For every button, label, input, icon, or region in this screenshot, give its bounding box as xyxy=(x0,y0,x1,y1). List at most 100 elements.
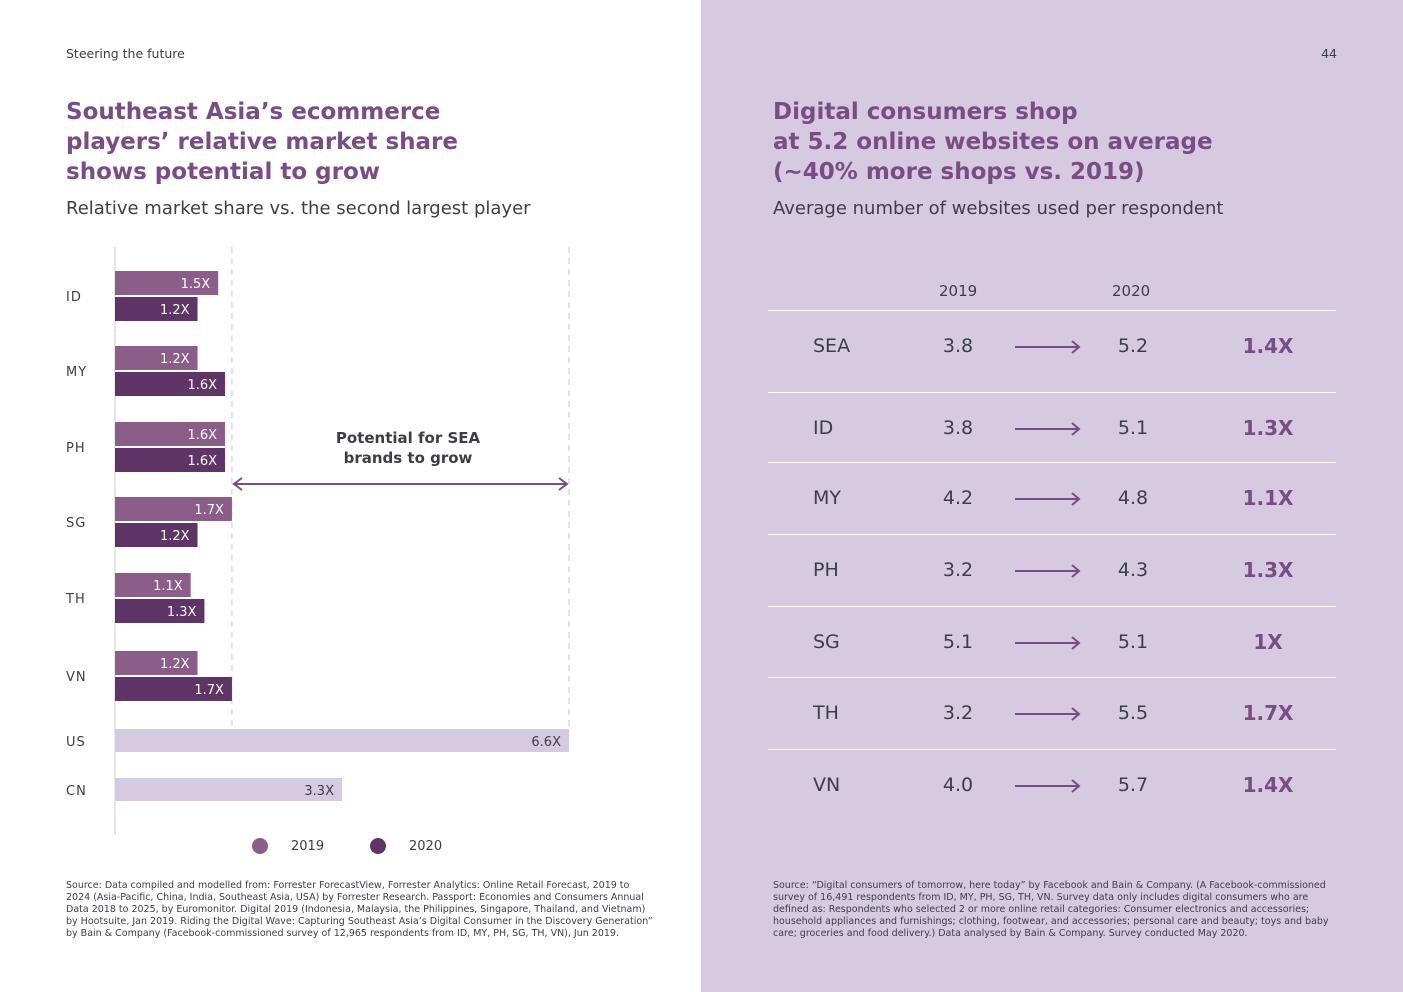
region-cell: PH xyxy=(813,559,839,581)
growth-cell: 1.3X xyxy=(1242,416,1294,440)
category-label-th: TH xyxy=(65,592,86,607)
left-page: Steering the future Southeast Asia’s eco… xyxy=(0,0,701,992)
arrow-right-icon xyxy=(1015,311,1083,382)
chart-bars: ID 1.5X 1.2X MY 1.2X 1.6X PH 1.6X 1.6X SG 1.7X 1.2X… xyxy=(65,271,569,801)
growth-arrow-head-right xyxy=(558,477,569,491)
bar-label-ph-2020: 1.6X xyxy=(187,454,217,469)
bar-id-2020 xyxy=(115,297,198,321)
bar-label-sg-2020: 1.2X xyxy=(160,529,190,544)
bar-cn xyxy=(115,778,342,801)
bar-label-my-2019: 1.2X xyxy=(160,352,190,367)
growth-cell: 1.1X xyxy=(1242,486,1294,510)
bar-label-sg-2019: 1.7X xyxy=(194,503,224,518)
value-2019-cell: 3.2 xyxy=(942,559,974,581)
region-cell: SG xyxy=(813,631,840,653)
region-cell: MY xyxy=(813,487,841,509)
value-2019-cell: 3.2 xyxy=(942,702,974,724)
page-number: 44 xyxy=(1321,46,1337,61)
left-subtitle: Relative market share vs. the second lar… xyxy=(66,198,531,219)
arrow-right-icon xyxy=(1015,607,1083,678)
category-label-ph: PH xyxy=(66,441,86,456)
bar-label-th-2020: 1.3X xyxy=(167,605,197,620)
left-source-note: Source: Data compiled and modelled from:… xyxy=(66,880,653,939)
bar-id-2019 xyxy=(115,271,219,295)
left-title: Southeast Asia’s ecommerce players’ rela… xyxy=(66,99,458,185)
right-title: Digital consumers shop at 5.2 online web… xyxy=(773,99,1213,185)
arrow-right-icon xyxy=(1015,678,1083,749)
right-source-note: Source: “Digital consumers of tomorrow, … xyxy=(773,880,1329,939)
category-label-id: ID xyxy=(66,290,82,305)
value-2020-cell: 5.1 xyxy=(1117,417,1149,439)
bar-us xyxy=(115,729,569,752)
value-2019-cell: 4.0 xyxy=(942,774,974,796)
growth-cell: 1.4X xyxy=(1242,334,1294,358)
value-2019-cell: 5.1 xyxy=(942,631,974,653)
running-title: Steering the future xyxy=(66,46,185,61)
table-row: PH 3.2 4.3 1.3X xyxy=(768,534,1336,606)
growth-arrow-head-left xyxy=(232,477,243,491)
chart-annotation: Potential for SEA brands to grow xyxy=(336,429,481,467)
bar-th-2020 xyxy=(115,599,205,623)
category-label-my: MY xyxy=(66,365,87,380)
category-label-vn: VN xyxy=(66,670,87,685)
bar-label-id-2020: 1.2X xyxy=(160,303,190,318)
value-2019-cell: 3.8 xyxy=(942,335,974,357)
bar-vn-2020 xyxy=(115,677,232,701)
bar-label-cn: 3.3X xyxy=(304,784,334,799)
growth-cell: 1.7X xyxy=(1242,701,1294,725)
bar-ph-2020 xyxy=(115,448,226,472)
table-row: TH 3.2 5.5 1.7X xyxy=(768,677,1336,749)
value-2020-cell: 5.5 xyxy=(1117,702,1149,724)
value-2019-cell: 3.8 xyxy=(942,417,974,439)
bar-label-vn-2019: 1.2X xyxy=(160,657,190,672)
bar-label-vn-2020: 1.7X xyxy=(194,683,224,698)
table-header-2019: 2019 xyxy=(939,282,978,300)
table-row: MY 4.2 4.8 1.1X xyxy=(768,462,1336,534)
bar-th-2019 xyxy=(115,573,191,597)
bar-label-th-2019: 1.1X xyxy=(153,579,183,594)
arrow-right-icon xyxy=(1015,750,1083,821)
bar-sg-2020 xyxy=(115,523,198,547)
region-cell: ID xyxy=(813,417,834,439)
annotation-line-2: brands to grow xyxy=(344,449,473,467)
arrow-right-icon xyxy=(1015,535,1083,606)
growth-cell: 1X xyxy=(1253,630,1283,654)
arrow-right-icon xyxy=(1015,463,1083,534)
table-row: SEA 3.8 5.2 1.4X xyxy=(768,310,1336,382)
region-cell: SEA xyxy=(813,335,851,357)
region-cell: TH xyxy=(813,702,839,724)
arrow-right-icon xyxy=(1015,393,1083,464)
value-2020-cell: 4.3 xyxy=(1117,559,1149,581)
legend-label-2020: 2020 xyxy=(409,839,442,854)
legend-swatch-2020 xyxy=(370,838,386,854)
value-2020-cell: 4.8 xyxy=(1117,487,1149,509)
bar-label-ph-2019: 1.6X xyxy=(187,428,217,443)
table-header-2020: 2020 xyxy=(1112,282,1151,300)
table-row: VN 4.0 5.7 1.4X xyxy=(768,749,1336,821)
value-2020-cell: 5.2 xyxy=(1117,335,1149,357)
bar-vn-2019 xyxy=(115,651,198,675)
annotation-line-1: Potential for SEA xyxy=(336,429,481,447)
chart-legend: 2019 2020 xyxy=(252,838,442,854)
bar-label-my-2020: 1.6X xyxy=(187,378,217,393)
bar-ph-2019 xyxy=(115,422,226,446)
value-2019-cell: 4.2 xyxy=(942,487,974,509)
right-subtitle: Average number of websites used per resp… xyxy=(773,198,1224,219)
category-label-cn: CN xyxy=(66,784,87,799)
growth-cell: 1.4X xyxy=(1242,773,1294,797)
bar-label-us: 6.6X xyxy=(531,735,561,750)
legend-label-2019: 2019 xyxy=(291,839,324,854)
value-2020-cell: 5.1 xyxy=(1117,631,1149,653)
category-label-us: US xyxy=(66,735,86,750)
growth-cell: 1.3X xyxy=(1242,558,1294,582)
bar-sg-2019 xyxy=(115,497,232,521)
bar-label-id-2019: 1.5X xyxy=(181,277,211,292)
category-label-sg: SG xyxy=(66,516,86,531)
value-2020-cell: 5.7 xyxy=(1117,774,1149,796)
legend-swatch-2019 xyxy=(252,838,268,854)
region-cell: VN xyxy=(813,774,841,796)
market-share-chart: ID 1.5X 1.2X MY 1.2X 1.6X PH 1.6X 1.6X SG 1.7X 1.2X… xyxy=(65,247,570,854)
table-row: SG 5.1 5.1 1X xyxy=(768,606,1336,678)
right-page: 44 Digital consumers shop at 5.2 online … xyxy=(701,0,1403,992)
bar-my-2020 xyxy=(115,372,226,396)
